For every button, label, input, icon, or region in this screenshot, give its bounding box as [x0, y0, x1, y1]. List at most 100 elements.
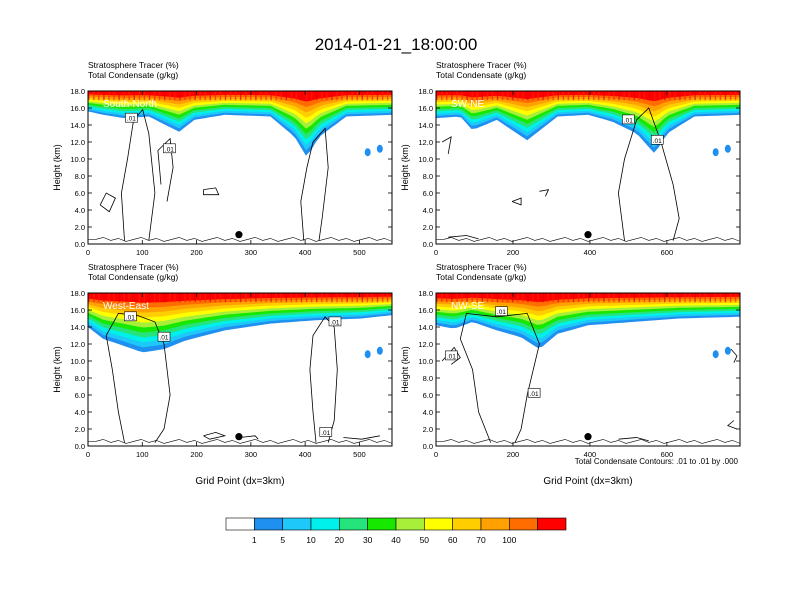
surface-contour	[436, 237, 740, 242]
panel-label: West-East	[103, 301, 149, 312]
tracer-stripe	[164, 91, 166, 101]
ytick-label: 16.0	[418, 306, 433, 315]
tracer-stripe	[346, 293, 348, 303]
tracer-stripe	[209, 91, 211, 101]
tracer-stripe	[386, 91, 389, 101]
tracer-stripe	[517, 91, 519, 101]
tracer-stripe	[679, 293, 681, 303]
condensate-patch	[376, 346, 383, 355]
surface-contour	[88, 439, 392, 444]
tracer-stripe	[148, 293, 151, 303]
tracer-stripe	[174, 293, 176, 303]
ytick-label: 0.0	[423, 240, 433, 249]
tracer-stripe	[336, 293, 338, 303]
tracer-stripe	[316, 91, 318, 101]
tracer-stripe	[658, 293, 661, 303]
tracer-stripe	[214, 91, 217, 101]
tracer-stripe	[189, 91, 191, 101]
colorbar-box	[424, 517, 453, 531]
contour-label-box	[527, 387, 541, 398]
panel-top-right: .01 .01 SW-NE Stratosphere Tracer (%)Total …	[400, 60, 741, 257]
contour-label-box	[650, 135, 664, 145]
tracer-stripe	[199, 91, 201, 101]
panel-title-line: Total Condensate (g/kg)	[436, 70, 526, 80]
ytick-label: 4.0	[423, 408, 433, 417]
panel-label: SW-NE	[451, 99, 484, 110]
tracer-stripe	[491, 293, 494, 303]
condensate-patch	[724, 346, 731, 355]
condensate-contour	[203, 431, 227, 440]
xlabel: Grid Point (dx=3km)	[195, 476, 284, 487]
tracer-stripe	[527, 293, 529, 303]
tracer-stripe	[446, 91, 448, 101]
tracer-stripe	[669, 91, 671, 101]
tracer-stripe	[441, 91, 443, 101]
tracer-stripe	[250, 91, 252, 101]
tracer-stripe	[118, 293, 120, 303]
sounding-marker	[584, 231, 592, 239]
surface-contour	[88, 237, 392, 242]
tracer-stripe	[240, 91, 242, 101]
tracer-stripe	[638, 293, 641, 303]
tracer-stripe	[532, 293, 534, 303]
tracer-stripe	[290, 91, 293, 101]
tracer-stripe	[603, 91, 605, 101]
tracer-stripe	[295, 293, 298, 303]
contour-label-box	[495, 306, 508, 317]
xtick-label: 100	[136, 450, 149, 459]
contour-label: .01	[497, 309, 506, 316]
tracer-stripe	[153, 293, 156, 303]
contour-label-box	[622, 114, 635, 125]
tracer-stripe	[108, 293, 110, 303]
tracer-stripe	[234, 293, 237, 303]
panels: .01 .01 South-North Stratosphere Tracer (%)…	[52, 60, 741, 487]
tracer-stripe	[542, 91, 544, 101]
condensate-contour	[511, 197, 522, 206]
tracer-stripe	[321, 91, 323, 101]
tracer-stripe	[260, 293, 262, 303]
colorbar-box	[254, 517, 283, 531]
tracer-stripe	[714, 91, 717, 101]
ytick-label: 2.0	[75, 425, 85, 434]
tracer-stripe	[88, 91, 90, 101]
tracer-stripe	[305, 91, 308, 101]
tracer-stripe	[517, 293, 519, 303]
tracer-stripe	[704, 91, 706, 101]
condensate-patch	[364, 350, 371, 359]
tracer-stripe	[143, 91, 146, 101]
contour-label: .01	[127, 116, 136, 123]
tracer-stripe	[300, 293, 303, 303]
ytick-label: 4.0	[75, 206, 85, 215]
plot-area	[88, 91, 392, 242]
tracer-stripe	[446, 293, 448, 303]
tracer-stripe	[285, 91, 287, 101]
plot-area	[436, 91, 740, 242]
tracer-stripe	[169, 293, 171, 303]
tracer-stripe	[598, 293, 600, 303]
tracer-stripe	[265, 91, 267, 101]
panel-label: NW-SE	[451, 301, 484, 312]
sounding-marker	[235, 231, 243, 239]
tracer-stripe	[653, 293, 656, 303]
tracer-stripe	[664, 293, 666, 303]
tracer-stripe	[481, 91, 483, 101]
tracer-stripe	[729, 91, 732, 101]
colorbar-box	[537, 517, 567, 531]
xtick-label: 100	[136, 248, 149, 257]
plot-area	[436, 293, 740, 444]
tracer-stripe	[613, 293, 615, 303]
colorbar-label: 1	[252, 535, 257, 545]
ytick-label: 8.0	[423, 374, 433, 383]
ylabel: Height (km)	[400, 144, 410, 191]
tracer-stripe	[316, 293, 318, 303]
ytick-label: 4.0	[75, 408, 85, 417]
tracer-stripe	[234, 91, 237, 101]
tracer-stripe	[562, 293, 565, 303]
tracer-stripe	[128, 91, 130, 101]
tracer-stripe	[572, 91, 575, 101]
tracer-stripe	[537, 91, 539, 101]
tracer-stripe	[103, 91, 105, 101]
condensate-patch	[724, 144, 731, 153]
tracer-stripe	[461, 91, 463, 101]
tracer-stripe	[648, 293, 651, 303]
